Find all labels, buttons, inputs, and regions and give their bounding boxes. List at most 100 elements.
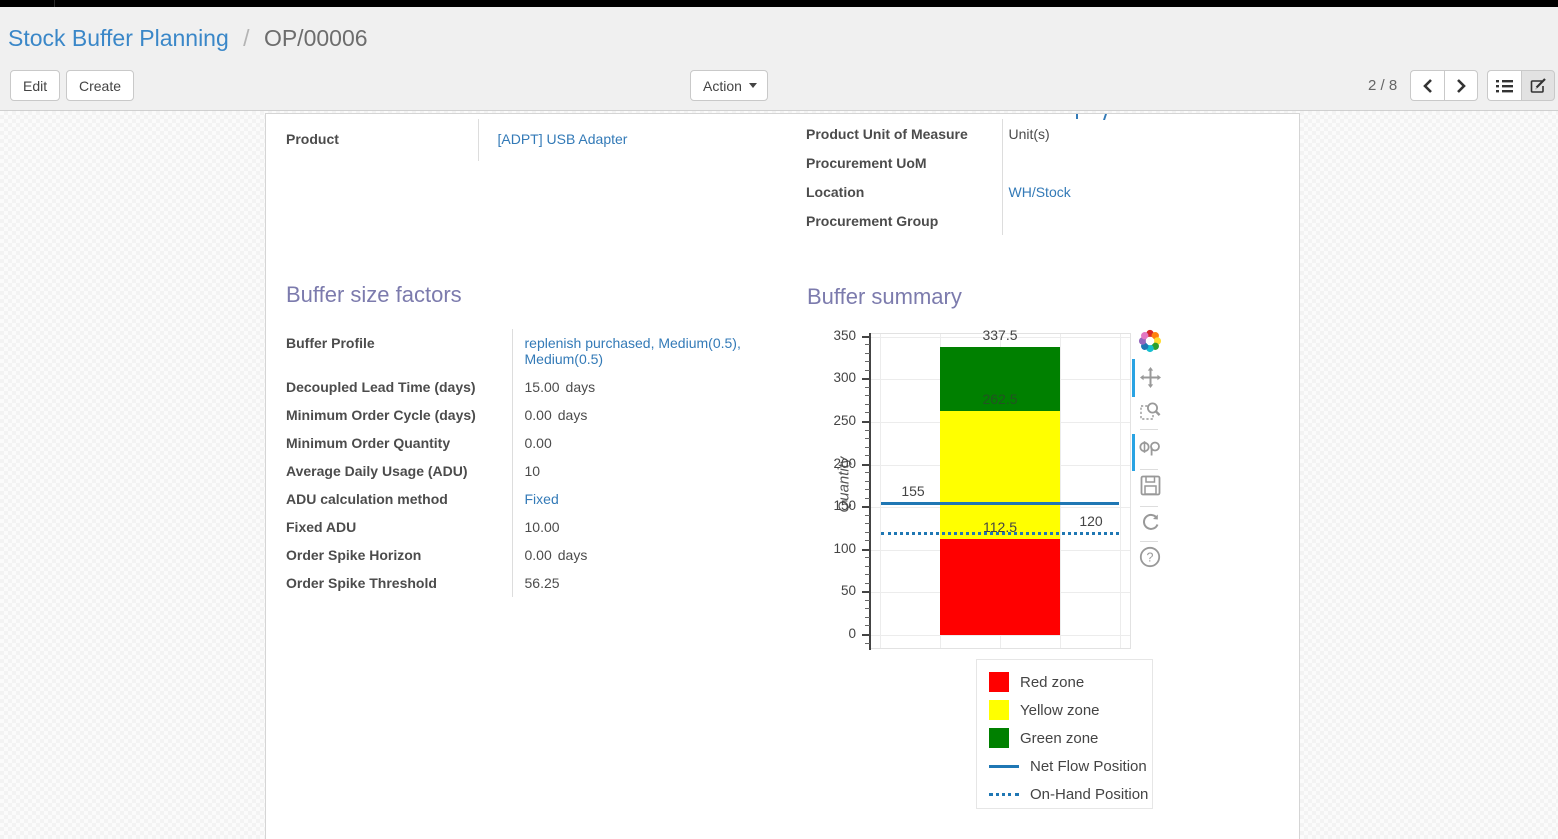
action-dropdown-button[interactable]: Action [690, 70, 768, 101]
legend-item[interactable]: Green zone [977, 724, 1152, 752]
form-view-button[interactable] [1521, 70, 1555, 101]
field-row: Decoupled Lead Time (days) 15.00 days [286, 373, 774, 401]
action-label: Action [703, 77, 742, 94]
legend-item[interactable]: On-Hand Position [977, 780, 1152, 808]
field-row: Procurement Group [806, 206, 1264, 235]
field-value-buffer-profile[interactable]: replenish purchased, Medium(0.5), Medium… [524, 335, 741, 367]
field-value-product[interactable]: [ADPT] USB Adapter [497, 131, 628, 147]
field-value-product-uom: Unit(s) [1001, 119, 1264, 148]
floppy-disk-icon [1140, 475, 1160, 495]
chart-legend: Red zone Yellow zone Green zone Net Flow Po… [976, 659, 1153, 809]
field-label-buffer-profile: Buffer Profile [286, 335, 375, 351]
y-tick [862, 548, 870, 551]
field-label-dlt: Decoupled Lead Time (days) [286, 379, 476, 395]
y-minor-tick [865, 574, 870, 576]
chart-modebar: ? [1126, 326, 1186, 656]
pager-previous-button[interactable] [1410, 70, 1444, 101]
x-gridline [1060, 334, 1061, 648]
box-zoom-button[interactable] [1138, 398, 1162, 422]
legend-label: Green zone [1020, 729, 1099, 747]
field-value-location[interactable]: WH/Stock [1008, 183, 1071, 200]
y-minor-tick [865, 582, 870, 584]
svg-text:?: ? [1147, 551, 1154, 565]
plotly-logo-icon [1138, 329, 1162, 353]
field-value-dlt: 15.00 days [511, 373, 774, 401]
field-row: Product Unit of Measure Unit(s) [806, 119, 1264, 148]
y-tick-label: 250 [833, 413, 856, 428]
field-row: ADU calculation method Fixed [286, 485, 774, 513]
yellow-zone-bar [940, 411, 1060, 540]
y-minor-tick [865, 344, 870, 346]
field-label-location: Location [806, 183, 865, 200]
green-zone-bar [940, 347, 1060, 412]
legend-item[interactable]: Yellow zone [977, 696, 1152, 724]
plotly-logo-button[interactable] [1138, 329, 1162, 353]
y-minor-tick [865, 489, 870, 491]
top-menu-bar [0, 0, 1558, 11]
field-label-spike-horizon: Order Spike Horizon [286, 547, 422, 563]
form-sheet: Product [ADPT] USB Adapter Product Unit … [265, 113, 1300, 839]
legend-label: Yellow zone [1020, 701, 1100, 719]
breadcrumb-current: OP/00006 [263, 25, 368, 51]
x-gridline [880, 334, 881, 648]
y-minor-tick [865, 531, 870, 533]
y-tick-label: 150 [833, 498, 856, 514]
y-minor-tick [865, 608, 870, 610]
y-axis-line [869, 333, 871, 650]
y-minor-tick [865, 497, 870, 499]
breadcrumb-parent-link[interactable]: Stock Buffer Planning [8, 25, 229, 51]
create-button[interactable]: Create [66, 70, 135, 101]
plot-area[interactable]: 112.5 262.5 337.5 155 120 [870, 327, 1131, 649]
y-tick [862, 506, 870, 509]
reset-axes-button[interactable] [1138, 510, 1162, 534]
zoom-in-out-icons [1139, 440, 1160, 455]
field-row: Order Spike Threshold 56.25 [286, 569, 774, 597]
y-minor-tick [865, 429, 870, 431]
y-tick-label: 200 [833, 455, 856, 471]
y-tick [862, 463, 870, 466]
field-row: Product [ADPT] USB Adapter [286, 119, 722, 161]
x-gridline [1120, 334, 1121, 648]
y-tick [862, 378, 870, 381]
zoom-in-button[interactable] [1138, 436, 1162, 460]
y-minor-tick [865, 438, 870, 440]
field-row: Minimum Order Quantity 0.00 [286, 429, 774, 457]
view-switcher [1487, 70, 1555, 101]
section-title-buffer-size-factors: Buffer size factors [286, 282, 462, 307]
pan-tool-button[interactable] [1138, 365, 1162, 389]
field-row: Average Daily Usage (ADU) 10 [286, 457, 774, 485]
y-tick [862, 634, 870, 636]
legend-item[interactable]: Net Flow Position [977, 752, 1152, 780]
field-label-procurement-group: Procurement Group [806, 212, 939, 229]
legend-item[interactable]: Red zone [977, 668, 1152, 696]
y-minor-tick [865, 361, 870, 363]
top-menu-active-tab[interactable] [8, 0, 55, 11]
list-icon [1496, 79, 1513, 92]
field-label-fixed-adu: Fixed ADU [286, 519, 357, 535]
bar-value-label: 262.5 [982, 391, 1018, 408]
form-background: Product [ADPT] USB Adapter Product Unit … [0, 111, 1558, 839]
breadcrumb-separator: / [243, 25, 250, 51]
y-minor-tick [865, 386, 870, 388]
list-view-button[interactable] [1487, 70, 1521, 101]
y-minor-tick [865, 514, 870, 516]
red-zone-bar [940, 539, 1060, 635]
legend-swatch-square [989, 700, 1009, 720]
field-label-moq: Minimum Order Quantity [286, 435, 451, 451]
field-value-adu: 10 [511, 457, 774, 485]
legend-swatch-square [989, 672, 1009, 692]
chevron-right-icon [1457, 78, 1466, 93]
y-minor-tick [865, 395, 870, 397]
y-minor-tick [865, 352, 870, 354]
pager-next-button[interactable] [1444, 70, 1478, 101]
chart-help-button[interactable]: ? [1138, 545, 1162, 569]
field-value-adu-method[interactable]: Fixed [524, 491, 559, 507]
edit-button[interactable]: Edit [10, 70, 61, 101]
field-row: Buffer Profile replenish purchased, Medi… [286, 329, 774, 373]
save-chart-button[interactable] [1138, 473, 1162, 497]
y-minor-tick [865, 616, 870, 618]
field-value-fixed-adu: 10.00 [511, 513, 774, 541]
field-label-procurement-uom: Procurement UoM [806, 154, 927, 171]
y-minor-tick [865, 369, 870, 371]
bar-value-label: 337.5 [982, 327, 1018, 344]
